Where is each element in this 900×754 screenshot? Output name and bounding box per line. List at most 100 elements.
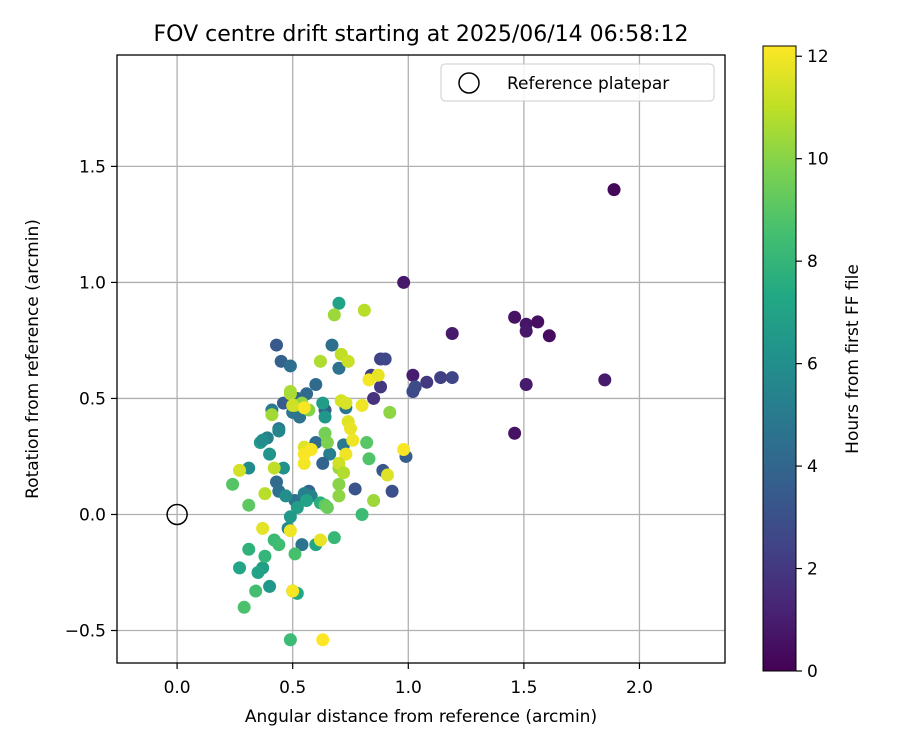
chart-title: FOV centre drift starting at 2025/06/14 … [154, 22, 689, 47]
scatter-point [316, 633, 330, 647]
scatter-point [346, 433, 360, 447]
scatter-point [242, 542, 256, 556]
scatter-point [288, 547, 302, 561]
scatter-point [397, 275, 411, 289]
scatter-point [607, 183, 621, 197]
scatter-point [258, 549, 272, 563]
scatter-point [263, 447, 277, 461]
scatter-point [242, 498, 256, 512]
x-tick-label: 0.0 [164, 678, 191, 698]
scatter-point [249, 584, 263, 598]
scatter-point [295, 538, 309, 552]
scatter-point [332, 296, 346, 310]
y-axis-label: Rotation from reference (arcmin) [23, 219, 43, 499]
scatter-point [283, 359, 297, 373]
scatter-point [270, 338, 284, 352]
scatter-point [276, 461, 290, 475]
scatter-point [290, 501, 304, 515]
x-tick-label: 2.0 [626, 678, 653, 698]
scatter-point [357, 303, 371, 317]
scatter-points [226, 183, 621, 647]
scatter-point [371, 368, 385, 382]
colorbar-tick-label: 2 [807, 560, 818, 580]
colorbar-tick-label: 4 [807, 457, 818, 477]
scatter-point [233, 561, 247, 575]
y-tick-label: 0.5 [79, 389, 106, 409]
scatter-point [297, 401, 311, 415]
scatter-point [283, 524, 297, 538]
scatter-point [362, 452, 376, 466]
scatter-point [360, 436, 374, 450]
scatter-point [316, 396, 330, 410]
scatter-point [339, 396, 353, 410]
scatter-point [397, 443, 411, 457]
scatter-point [251, 565, 265, 579]
scatter-point [408, 380, 422, 394]
legend-label: Reference platepar [507, 74, 669, 94]
scatter-point [313, 354, 327, 368]
scatter-point [286, 584, 300, 598]
scatter-point [226, 477, 240, 491]
scatter-point [348, 482, 362, 496]
colorbar-tick-label: 10 [807, 150, 829, 170]
scatter-point [598, 373, 612, 387]
scatter-point [300, 494, 314, 508]
scatter-point [313, 533, 327, 547]
colorbar-tick-label: 12 [807, 47, 829, 67]
scatter-point [343, 422, 357, 436]
scatter-point [341, 354, 355, 368]
scatter-point [309, 378, 323, 392]
scatter-point [445, 326, 459, 340]
scatter-point [320, 436, 334, 450]
scatter-point [283, 633, 297, 647]
reference-platepar-marker [166, 503, 188, 526]
scatter-point [256, 433, 270, 447]
scatter-point [256, 521, 270, 535]
reference-marker-layer [166, 503, 188, 526]
y-axis-ticks: −0.5 0.0 0.5 1.0 1.5 [65, 157, 117, 642]
scatter-point [283, 384, 297, 398]
x-tick-label: 1.0 [395, 678, 422, 698]
scatter-point [531, 315, 545, 329]
scatter-point [385, 484, 399, 498]
scatter-point [355, 507, 369, 521]
legend-box [440, 63, 715, 102]
scatter-point [383, 405, 397, 419]
scatter-point [445, 371, 459, 385]
scatter-point [327, 308, 341, 322]
y-tick-label: 1.0 [79, 273, 106, 293]
colorbar-gradient [762, 45, 797, 672]
scatter-point [267, 461, 281, 475]
scatter-point [420, 375, 434, 389]
scatter-point [367, 391, 381, 405]
scatter-point [367, 494, 381, 508]
scatter-point [337, 466, 351, 480]
scatter-point [542, 329, 556, 343]
scatter-point [323, 447, 337, 461]
x-axis-label: Angular distance from reference (arcmin) [245, 707, 597, 727]
scatter-point [355, 398, 369, 412]
scatter-point [327, 531, 341, 545]
grid [117, 55, 725, 663]
scatter-point [320, 501, 334, 515]
scatter-point [508, 310, 522, 324]
scatter-point [286, 398, 300, 412]
scatter-point [279, 489, 293, 503]
scatter-point [519, 378, 533, 392]
y-tick-label: 0.0 [79, 505, 106, 525]
colorbar-ticks: 0 2 4 6 8 10 12 [796, 47, 829, 682]
scatter-point [304, 443, 318, 457]
scatter-point [316, 456, 330, 470]
scatter-point [265, 408, 279, 422]
legend-marker [458, 72, 480, 94]
colorbar-label: Hours from first FF file [843, 264, 863, 454]
plot-frame [116, 54, 726, 664]
legend: Reference platepar [440, 63, 715, 102]
scatter-point [339, 447, 353, 461]
x-tick-label: 0.5 [279, 678, 306, 698]
scatter-point [272, 424, 286, 438]
scatter-point [380, 468, 394, 482]
colorbar-tick-label: 6 [807, 355, 818, 375]
